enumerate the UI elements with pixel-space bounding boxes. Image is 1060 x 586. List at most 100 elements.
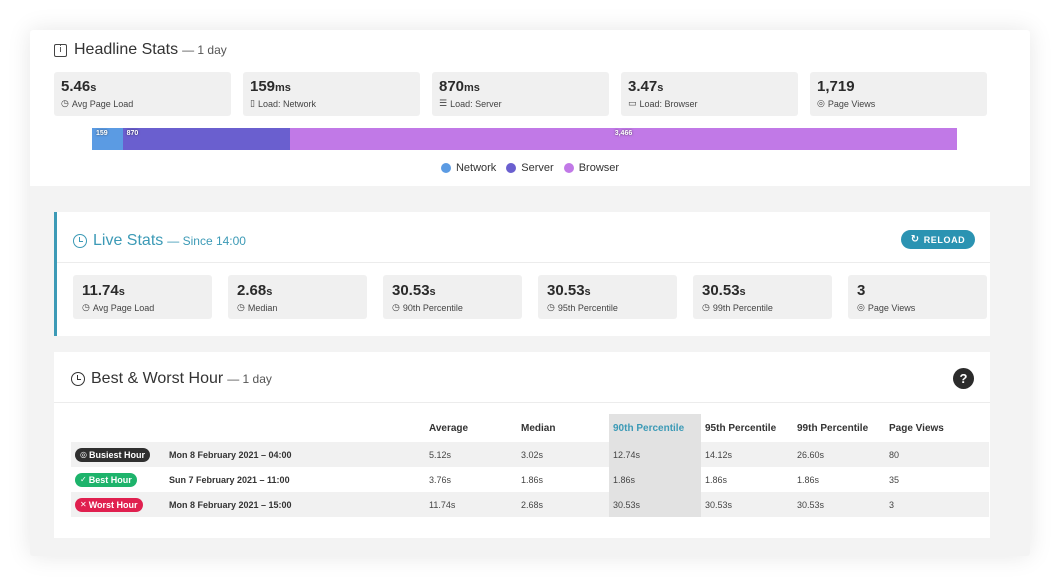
legend-label: Server xyxy=(521,162,554,174)
clock-icon: ◷ xyxy=(547,303,555,313)
column-header-median[interactable]: Median xyxy=(521,422,556,434)
check-icon: ✓ xyxy=(80,475,87,484)
table-row-worst-hour: ✕ Worst Hour Mon 8 February 2021 – 15:00 … xyxy=(71,492,989,517)
monitor-icon: ▭ xyxy=(628,99,637,109)
reload-label: RELOAD xyxy=(923,234,966,245)
stat-label: Page Views xyxy=(827,99,876,109)
stat-label: 99th Percentile xyxy=(712,303,773,313)
stat-value: 2.68 xyxy=(237,282,267,299)
cell-95th-percentile: 14.12s xyxy=(701,442,793,467)
stat-value: 30.53 xyxy=(392,282,430,299)
legend-dot xyxy=(440,163,451,173)
help-label: ? xyxy=(959,371,968,386)
clock-icon: ◷ xyxy=(702,303,710,313)
stat-label: Load: Browser xyxy=(639,99,698,109)
stat-label: Avg Page Load xyxy=(71,99,134,109)
stat-label: Median xyxy=(247,303,278,313)
column-header-99th-percentile[interactable]: 99th Percentile xyxy=(797,422,869,434)
cell-90th-percentile: 12.74s xyxy=(609,442,701,467)
cell-90th-percentile: 30.53s xyxy=(609,492,701,517)
reload-button[interactable]: ↻ RELOAD xyxy=(901,230,975,249)
live-title-text: Live Stats xyxy=(93,232,164,249)
stat-unit: ms xyxy=(464,82,480,94)
stat-value: 30.53 xyxy=(702,282,740,299)
load-bar-segment-network: 159 xyxy=(92,128,123,150)
eye-icon: ◎ xyxy=(817,99,825,109)
clock-icon xyxy=(73,234,87,248)
badge-label: Worst Hour xyxy=(88,499,138,510)
column-header xyxy=(71,414,159,442)
badge-label: Best Hour xyxy=(88,474,132,485)
cell-average: 5.12s xyxy=(425,442,517,467)
best-hour-badge: ✓ Best Hour xyxy=(75,472,137,487)
cell-page-views: 3 xyxy=(885,492,989,517)
legend-label: Network xyxy=(455,162,497,174)
target-icon: ◎ xyxy=(80,450,87,459)
column-header-page-views[interactable]: Page Views xyxy=(889,422,944,434)
stat-unit: ms xyxy=(275,82,291,94)
reload-icon: ↻ xyxy=(910,234,920,245)
stat-label: Load: Network xyxy=(257,99,316,109)
cell-median: 3.02s xyxy=(517,442,609,467)
column-header-average[interactable]: Average xyxy=(429,422,469,434)
stat-value: 30.53 xyxy=(547,282,585,299)
stat-value: 159 xyxy=(250,78,276,95)
headline-title-text: Headline Stats xyxy=(74,41,179,58)
badge-label: Busiest Hour xyxy=(88,449,145,460)
stat-value: 1,719 xyxy=(817,78,855,95)
phone-icon: ▯ xyxy=(250,99,255,109)
stat-value: 11.74 xyxy=(82,282,119,299)
live-stats-section: Live Stats — Since 14:00 ↻ RELOAD 11.74s… xyxy=(54,212,990,336)
cell-95th-percentile: 1.86s xyxy=(701,467,793,492)
legend-item-browser: Browser xyxy=(563,162,620,174)
cell-page-views: 35 xyxy=(885,467,989,492)
clock-icon xyxy=(71,372,85,386)
row-date: Sun 7 February 2021 – 11:00 xyxy=(159,467,425,492)
stat-card-avg-page-load: 5.46s ◷ Avg Page Load xyxy=(54,72,231,116)
stat-unit: s xyxy=(739,286,746,298)
clock-icon: ◷ xyxy=(82,303,90,313)
headline-stats-section: i Headline Stats — 1 day 5.46s ◷ Avg Page… xyxy=(30,30,1030,186)
stat-unit: s xyxy=(429,286,436,298)
column-header-90th-percentile[interactable]: 90th Percentile xyxy=(609,414,701,442)
help-button[interactable]: ? xyxy=(953,368,974,389)
server-icon: ☰ xyxy=(439,99,448,109)
live-subtitle: — Since 14:00 xyxy=(167,234,246,248)
live-stat-row: 11.74s ◷ Avg Page Load 2.68s ◷ Median 30.5… xyxy=(73,275,987,319)
load-bar-segment-server: 870 xyxy=(122,128,290,150)
best-worst-subtitle: — 1 day xyxy=(227,372,272,386)
legend-item-network: Network xyxy=(440,162,497,174)
stat-label: 90th Percentile xyxy=(402,303,463,313)
cell-99th-percentile: 26.60s xyxy=(793,442,885,467)
headline-subtitle: — 1 day xyxy=(182,43,227,57)
cell-average: 3.76s xyxy=(425,467,517,492)
legend-dot xyxy=(506,163,517,173)
live-card-avg-page-load: 11.74s ◷ Avg Page Load xyxy=(73,275,212,319)
live-card-95th-percentile: 30.53s ◷ 95th Percentile xyxy=(538,275,677,319)
stat-unit: s xyxy=(266,286,273,298)
legend-item-server: Server xyxy=(506,162,554,174)
stat-unit: s xyxy=(90,82,97,94)
headline-stat-row: 5.46s ◷ Avg Page Load 159ms ▯ Load: Networ… xyxy=(54,72,987,116)
column-header xyxy=(159,414,425,442)
best-worst-title: Best & Worst Hour — 1 day xyxy=(71,370,272,388)
cell-page-views: 80 xyxy=(885,442,989,467)
column-header-95th-percentile[interactable]: 95th Percentile xyxy=(705,422,777,434)
cross-icon: ✕ xyxy=(80,500,87,509)
divider xyxy=(54,402,990,403)
live-title: Live Stats — Since 14:00 xyxy=(73,232,246,250)
live-card-90th-percentile: 30.53s ◷ 90th Percentile xyxy=(383,275,522,319)
load-bar-legend: Network Server Browser xyxy=(30,162,1030,174)
legend-dot xyxy=(563,163,574,173)
stat-card-load-browser: 3.47s ▭ Load: Browser xyxy=(621,72,798,116)
table-row-best-hour: ✓ Best Hour Sun 7 February 2021 – 11:00 3… xyxy=(71,467,989,492)
legend-label: Browser xyxy=(578,162,620,174)
dashboard-panel: i Headline Stats — 1 day 5.46s ◷ Avg Page… xyxy=(30,30,1030,556)
stat-value: 870 xyxy=(439,78,465,95)
table-header-row: Average Median 90th Percentile 95th Perc… xyxy=(71,414,989,442)
stat-value: 3.47 xyxy=(628,78,658,95)
stat-value: 3 xyxy=(857,282,866,299)
best-worst-title-text: Best & Worst Hour xyxy=(91,370,224,387)
cell-95th-percentile: 30.53s xyxy=(701,492,793,517)
eye-icon: ◎ xyxy=(857,303,865,313)
